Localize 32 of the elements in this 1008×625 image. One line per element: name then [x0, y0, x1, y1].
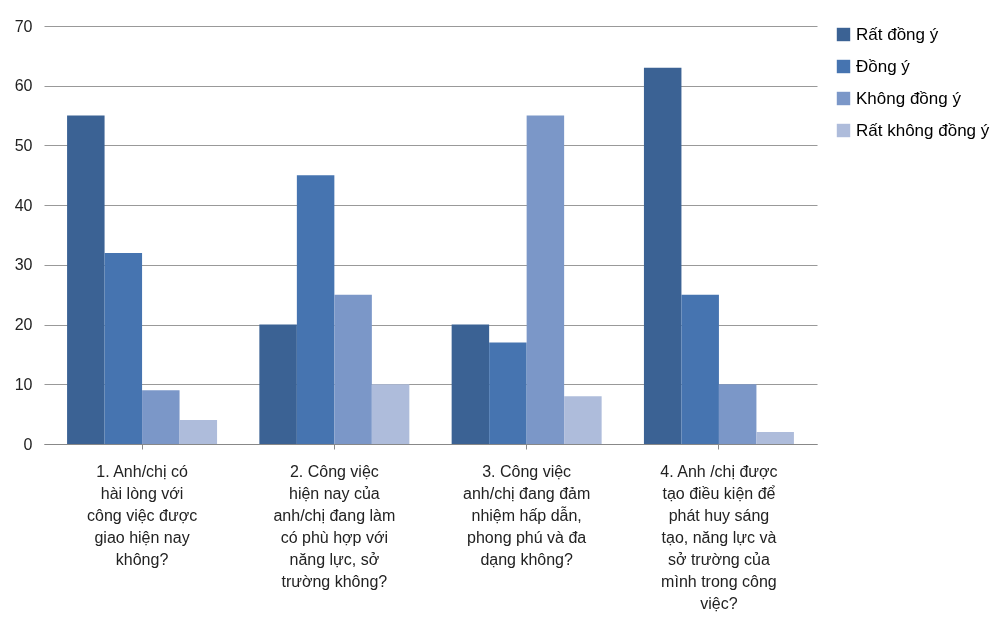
bar: [756, 432, 794, 444]
y-tick-label: 30: [14, 256, 33, 274]
bar: [718, 384, 757, 444]
bar: [526, 115, 565, 444]
bar: [67, 115, 105, 444]
y-tick-label: 60: [14, 77, 33, 95]
legend-label: Không đồng ý: [856, 88, 962, 108]
y-tick-label: 70: [14, 17, 33, 35]
x-tick-label: 1. Anh/chị có hài lòng với công việc được giao hiện nay không?: [87, 462, 198, 568]
bar: [334, 294, 372, 444]
bar: [142, 390, 180, 444]
bar: [259, 324, 297, 444]
x-tick-label: 4. Anh /chị được tạo điều kiện để phát huy sáng tạo, năng lực và sở trường của mình trong công việc?: [660, 462, 778, 612]
bar: [179, 420, 218, 444]
bar: [104, 252, 143, 444]
bar: [296, 175, 335, 444]
bar: [681, 294, 719, 444]
y-tick-label: 10: [14, 375, 33, 393]
y-tick-label: 0: [23, 435, 33, 453]
bar: [489, 342, 527, 444]
bar: [643, 67, 682, 444]
x-tick-label: 2. Công việc hiện nay của anh/chị đang làm có phù hợp với năng lực, sở trường không?: [273, 462, 396, 590]
y-tick-label: 20: [14, 316, 33, 334]
y-tick-label: 40: [14, 196, 33, 214]
legend-label: Rất đồng ý: [856, 24, 939, 44]
x-tick-label: 3. Công việc anh/chị đang đảm nhiệm hấp dẫn, phong phú và đa dạng không?: [463, 462, 591, 568]
legend-label: Rất không đồng ý: [856, 120, 990, 140]
bar: [564, 396, 602, 444]
legend-label: Đồng ý: [856, 56, 911, 76]
bar: [371, 384, 410, 444]
bar: [451, 324, 490, 444]
y-tick-label: 50: [14, 136, 33, 154]
